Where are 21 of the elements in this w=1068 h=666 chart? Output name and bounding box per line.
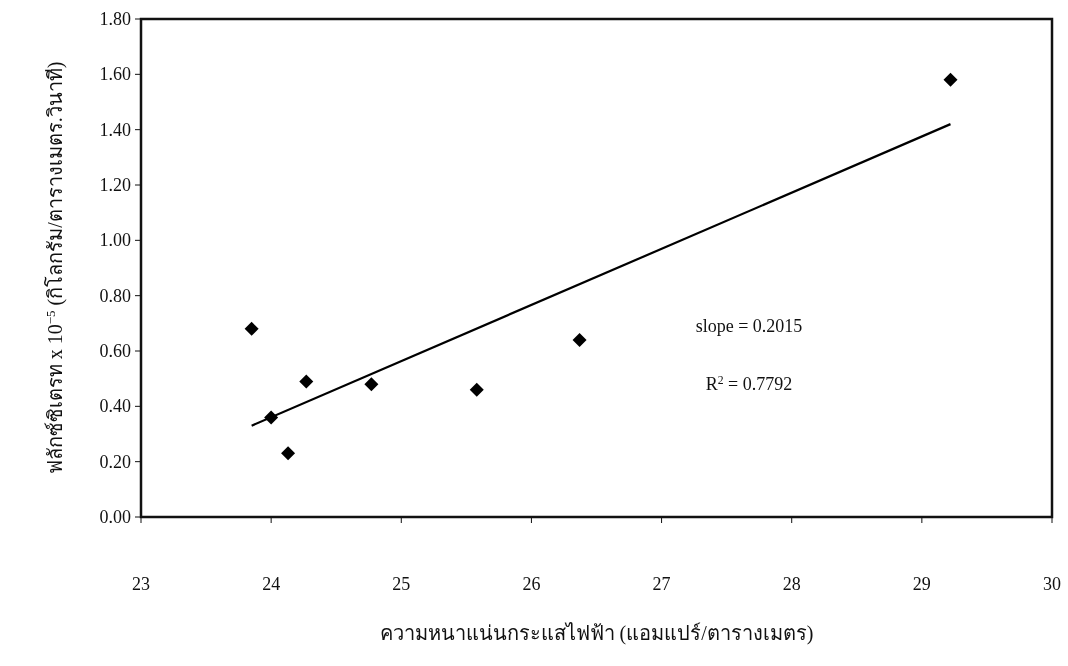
y-tick-label: 1.80 bbox=[99, 9, 131, 29]
y-tick-label: 0.20 bbox=[99, 451, 131, 472]
annotation: slope = 0.2015 bbox=[695, 316, 803, 336]
y-tick-label: 1.00 bbox=[99, 230, 131, 251]
y-tick-label: 1.40 bbox=[99, 119, 131, 140]
y-tick-label: 0.60 bbox=[99, 341, 131, 361]
x-tick-label: 29 bbox=[912, 574, 931, 594]
y-tick-label: 0.80 bbox=[99, 285, 131, 306]
x-tick-label: 30 bbox=[1043, 574, 1061, 594]
x-tick-label: 28 bbox=[782, 574, 801, 594]
x-tick-label: 23 bbox=[132, 574, 150, 594]
y-tick-label: 0.40 bbox=[99, 396, 131, 417]
y-tick-label: 1.60 bbox=[99, 64, 131, 85]
x-tick-label: 26 bbox=[522, 574, 541, 594]
x-tick-label: 27 bbox=[652, 574, 671, 594]
x-tick-label: 24 bbox=[262, 574, 281, 594]
x-tick-label: 25 bbox=[392, 574, 411, 594]
x-axis-title: ความหนาแน่นกระแสไฟฟ้า (แอมแปร์/ตารางเมตร) bbox=[379, 622, 814, 644]
y-tick-label: 1.20 bbox=[99, 175, 131, 195]
y-tick-label: 0.00 bbox=[99, 507, 131, 527]
annotation: R$^{2}$ = 0.7792 bbox=[705, 373, 793, 394]
